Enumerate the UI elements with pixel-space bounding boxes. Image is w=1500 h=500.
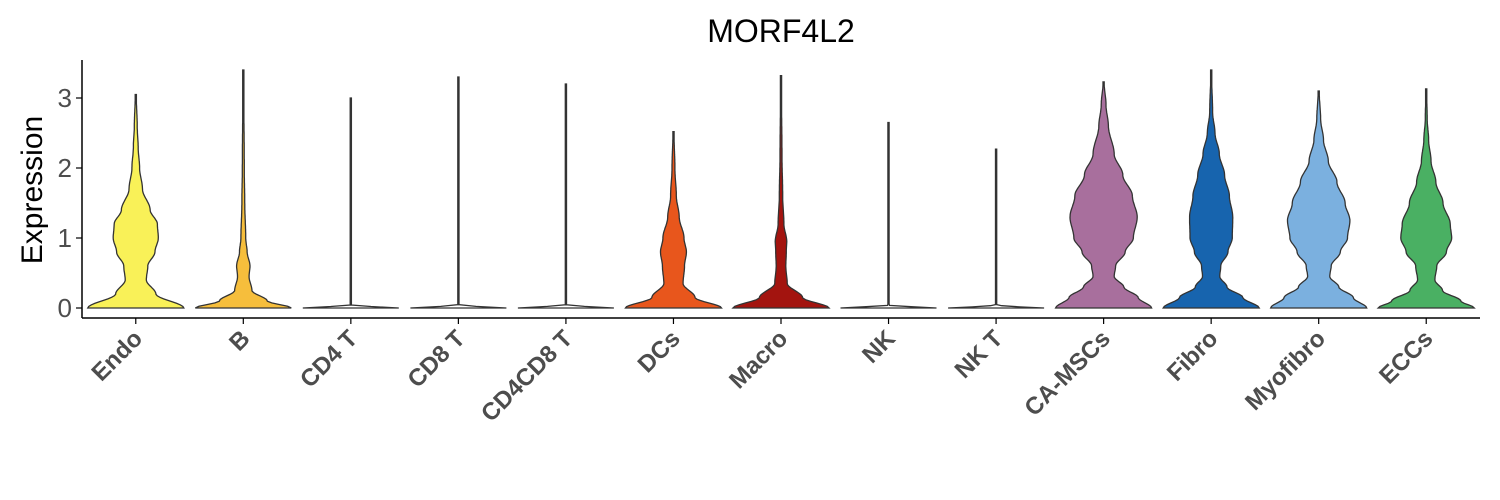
violin-group (86, 69, 1476, 309)
y-tick-label: 1 (58, 223, 72, 253)
violin-ca-mscs (1054, 81, 1153, 309)
violin-nk (840, 121, 937, 309)
violin-cd4cd8-t (517, 83, 614, 309)
violin-cd4-t (302, 97, 399, 309)
x-tick-label: CD8 T (403, 325, 471, 393)
violin-fibro (1162, 69, 1261, 309)
x-tick-label: Endo (86, 325, 148, 387)
violin-endo (86, 93, 185, 309)
chart-title: MORF4L2 (707, 13, 855, 49)
violin-b (195, 69, 292, 309)
violin-dcs (624, 130, 723, 309)
violin-cd8-t (410, 76, 507, 309)
y-axis: 0 1 2 3 (58, 60, 83, 323)
x-tick-label: ECCs (1374, 325, 1438, 389)
x-tick-label: DCs (633, 325, 686, 378)
x-tick-label: Myofibro (1240, 325, 1331, 416)
violin-myofibro (1269, 90, 1368, 309)
x-tick-label: CD4CD8 T (476, 325, 578, 427)
violin-eccs (1376, 88, 1476, 309)
y-tick-label: 0 (58, 293, 72, 323)
x-axis: Endo B CD4 T CD8 T CD4CD8 T DCs Macro NK NK T CA-… (82, 317, 1480, 427)
violin-macro (731, 74, 831, 309)
violin-nk-t (948, 148, 1045, 309)
x-tick-label: B (224, 325, 255, 356)
x-tick-label: CD4 T (295, 325, 363, 393)
x-tick-label: NK (857, 325, 901, 369)
y-axis-label: Expression (16, 116, 49, 264)
x-tick-label: CA-MSCs (1019, 325, 1115, 421)
x-tick-label: NK T (950, 325, 1009, 384)
x-tick-label: Macro (724, 325, 793, 394)
x-tick-label: Fibro (1162, 325, 1224, 387)
y-tick-label: 2 (58, 153, 72, 183)
y-tick-label: 3 (58, 83, 72, 113)
